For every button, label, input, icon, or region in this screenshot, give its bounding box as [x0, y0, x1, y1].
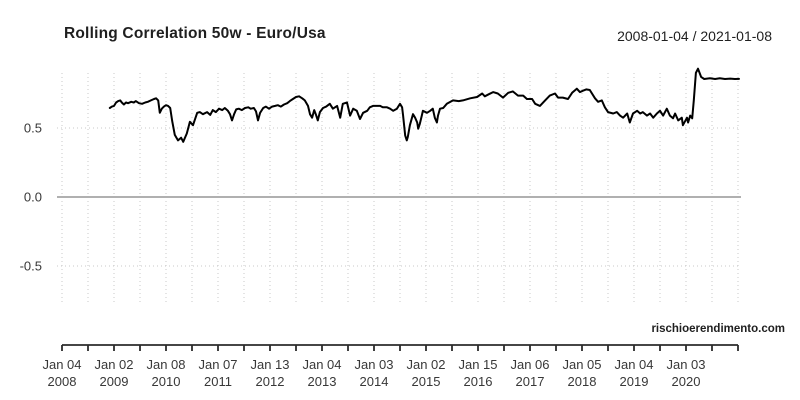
chart-title: Rolling Correlation 50w - Euro/Usa: [64, 25, 326, 42]
x-tick-label-date: Jan 04: [302, 357, 341, 372]
x-tick-label-year: 2019: [620, 374, 649, 389]
x-tick-label-year: 2012: [256, 374, 285, 389]
correlation-series-line: [108, 67, 740, 143]
x-tick-label-date: Jan 02: [94, 357, 133, 372]
x-tick-label-date: Jan 06: [510, 357, 549, 372]
x-tick-label-year: 2015: [412, 374, 441, 389]
date-range-label: 2008-01-04 / 2021-01-08: [617, 28, 772, 44]
y-tick-label: 0.5: [24, 121, 42, 136]
x-tick-label-date: Jan 04: [42, 357, 81, 372]
watermark: rischioerendimento.com: [651, 323, 785, 335]
x-tick-label-year: 2008: [48, 374, 77, 389]
x-tick-label-year: 2010: [152, 374, 181, 389]
x-tick-label-year: 2014: [360, 374, 389, 389]
x-tick-label-year: 2011: [204, 374, 232, 389]
x-tick-label-date: Jan 08: [146, 357, 185, 372]
x-tick-label-date: Jan 03: [666, 357, 705, 372]
x-tick-label-year: 2016: [464, 374, 493, 389]
x-tick-label-year: 2020: [672, 374, 701, 389]
y-tick-label: 0.0: [24, 190, 42, 205]
x-tick-label-year: 2017: [516, 374, 545, 389]
x-tick-label-date: Jan 07: [198, 357, 237, 372]
x-tick-label-date: Jan 13: [250, 357, 289, 372]
x-tick-label-date: Jan 05: [562, 357, 601, 372]
x-tick-label-date: Jan 03: [354, 357, 393, 372]
x-tick-label-year: 2018: [568, 374, 597, 389]
x-tick-label-date: Jan 02: [406, 357, 445, 372]
x-tick-label-date: Jan 15: [458, 357, 497, 372]
y-tick-label: -0.5: [20, 259, 42, 274]
x-tick-label-year: 2013: [308, 374, 337, 389]
x-tick-label-year: 2009: [100, 374, 129, 389]
x-tick-label-date: Jan 04: [614, 357, 653, 372]
